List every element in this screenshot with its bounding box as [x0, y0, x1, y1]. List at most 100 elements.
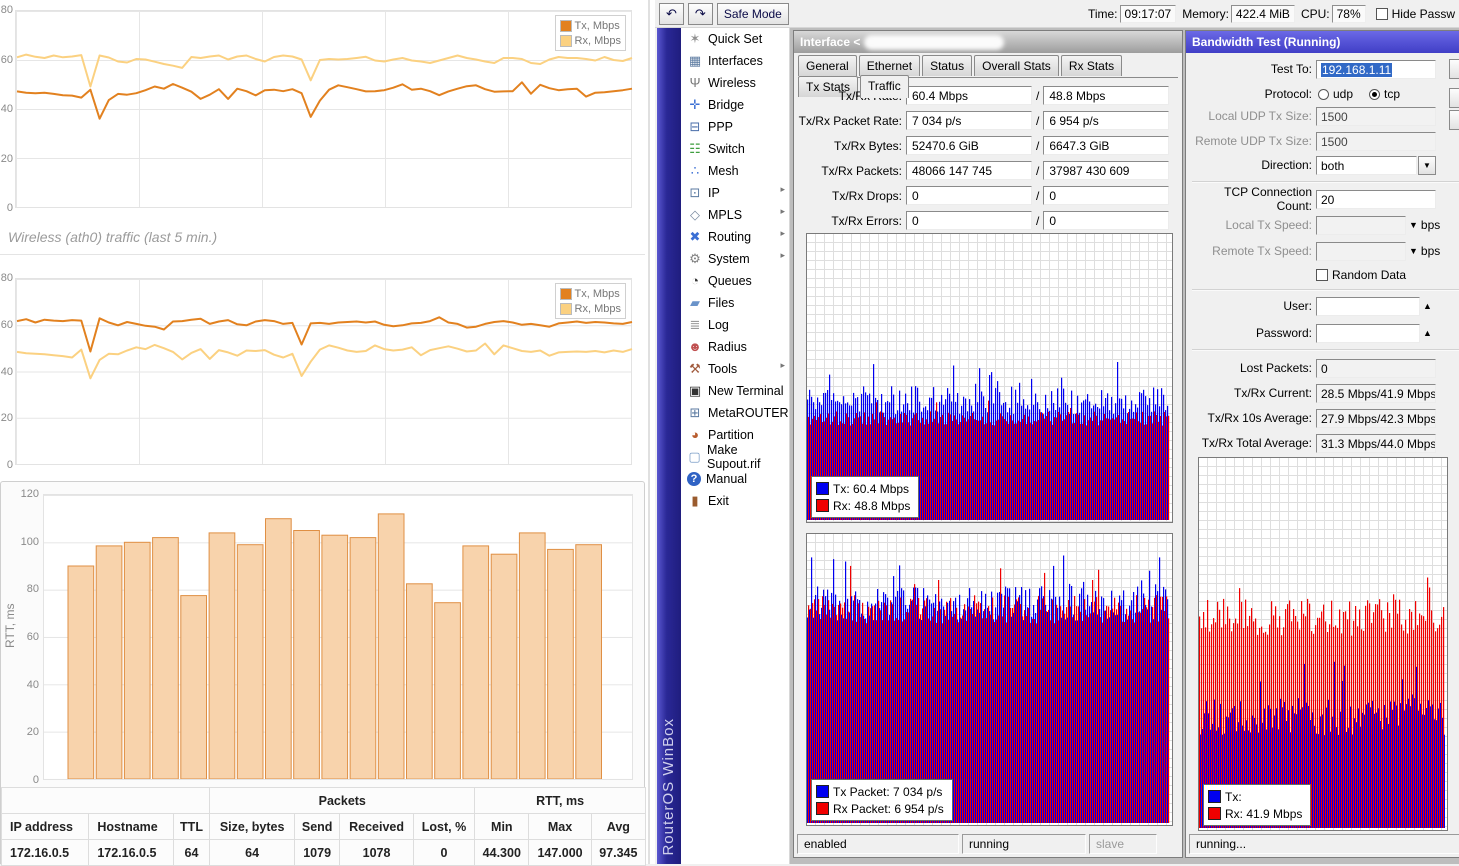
protocol-label: Protocol:: [1264, 87, 1312, 101]
sidebar-item-ppp[interactable]: ⊟ PPP: [681, 116, 789, 138]
separator: [1192, 181, 1459, 183]
password-up-icon[interactable]: ▲: [1423, 328, 1432, 338]
bandwidth-test-titlebar[interactable]: Bandwidth Test (Running): [1186, 31, 1459, 53]
start-button-clipped[interactable]: [1449, 59, 1459, 79]
sidebar-item-label: Partition: [708, 428, 754, 442]
y-axis-tick: 0: [6, 459, 13, 471]
cpu-label: CPU:: [1300, 6, 1330, 21]
sidebar-item-manual[interactable]: ? Manual: [681, 468, 789, 490]
sidebar-item-system[interactable]: ⚙ System ▸: [681, 248, 789, 270]
y-axis-tick: 20: [0, 152, 13, 165]
test-to-input[interactable]: 192.168.1.11: [1316, 59, 1436, 79]
memory-label: Memory:: [1182, 6, 1229, 21]
tx-value-box: 48066 147 745: [906, 161, 1032, 180]
remote-tx-speed-label: Remote Tx Speed:: [1212, 244, 1312, 258]
table-group-header: Packets: [209, 787, 476, 814]
safe-mode-button[interactable]: Safe Mode: [716, 2, 789, 25]
protocol-udp-radio[interactable]: [1318, 88, 1329, 100]
sidebar-item-make-supout-rif[interactable]: ▢ Make Supout.rif: [681, 443, 789, 471]
exit-icon: ▮: [691, 493, 699, 508]
redo-button[interactable]: ↷: [687, 2, 713, 25]
wireless-icon: Ψ: [689, 75, 701, 90]
rx-value-box: 37987 430 609: [1043, 161, 1170, 180]
user-up-icon[interactable]: ▲: [1423, 301, 1432, 311]
slash-separator: /: [1036, 188, 1040, 203]
remote-tx-speed-dropdown-icon[interactable]: ▼: [1409, 246, 1418, 256]
traffic-field-row: Tx/Rx Rate:60.4 Mbps/48.8 Mbps: [794, 83, 1182, 108]
sidebar-item-quick-set[interactable]: ✶ Quick Set: [681, 28, 789, 50]
winbox-sidebar: ✶ Quick Set ▦ Interfaces Ψ Wireless ✛ Bridge ⊟ PP…: [681, 28, 790, 864]
sidebar-item-new-terminal[interactable]: ▣ New Terminal: [681, 380, 789, 402]
tx-legend-swatch: [559, 287, 572, 300]
mesh-icon: ∴: [690, 163, 700, 178]
test-to-label: Test To:: [1270, 62, 1312, 76]
table-column-header: Avg: [590, 813, 647, 840]
y-axis-tick: 80: [0, 272, 13, 284]
tcp-connection-count-input[interactable]: 20: [1316, 189, 1436, 209]
sidebar-item-radius[interactable]: ☻ Radius: [681, 336, 789, 358]
sidebar-item-mpls[interactable]: ◇ MPLS ▸: [681, 204, 789, 226]
tab-rx-stats[interactable]: Rx Stats: [1060, 55, 1123, 76]
table-column-header: Size, bytes: [209, 813, 295, 840]
sidebar-item-ip[interactable]: ⊡ IP ▸: [681, 182, 789, 204]
sidebar-item-interfaces[interactable]: ▦ Interfaces: [681, 50, 789, 72]
sidebar-item-label: Quick Set: [708, 32, 763, 46]
local-tx-speed-dropdown-icon[interactable]: ▼: [1409, 220, 1418, 230]
undo-button[interactable]: ↶: [659, 2, 684, 25]
sidebar-item-log[interactable]: ≣ Log: [681, 314, 789, 336]
field-label: Tx/Rx Bytes:: [833, 138, 902, 153]
slash-separator: /: [1036, 163, 1040, 178]
lost-packets-value: 0: [1316, 358, 1436, 378]
random-data-checkbox[interactable]: [1316, 269, 1328, 281]
tab-overall-stats[interactable]: Overall Stats: [974, 55, 1059, 76]
winbox-brand-text: RouterOS WinBox: [660, 718, 677, 856]
sidebar-item-label: Tools: [708, 362, 738, 376]
rx-swatch: [816, 802, 829, 815]
local-udp-size-label: Local UDP Tx Size:: [1208, 109, 1312, 123]
ip-icon: ⊡: [689, 185, 701, 200]
sidebar-item-routing[interactable]: ✖ Routing ▸: [681, 226, 789, 248]
sidebar-item-mesh[interactable]: ∴ Mesh: [681, 160, 789, 182]
direction-select[interactable]: both: [1316, 155, 1417, 175]
sidebar-item-exit[interactable]: ▮ Exit: [681, 490, 789, 512]
stop-button-clipped[interactable]: [1449, 88, 1459, 108]
sidebar-item-metarouter[interactable]: ⊞ MetaROUTER: [681, 402, 789, 424]
close-button-clipped[interactable]: [1449, 110, 1459, 130]
random-data-label: Random Data: [1332, 268, 1407, 282]
submenu-arrow-icon: ▸: [780, 250, 785, 260]
sidebar-item-switch[interactable]: ☷ Switch: [681, 138, 789, 160]
direction-label: Direction:: [1261, 158, 1312, 172]
sidebar-item-label: Queues: [708, 274, 752, 288]
sidebar-item-label: Manual: [706, 472, 747, 486]
rx-legend-swatch: [559, 34, 572, 47]
table-cell: 147.000: [528, 839, 592, 866]
sidebar-item-files[interactable]: ▰ Files: [681, 292, 789, 314]
traffic-field-row: Tx/Rx Bytes: 52470.6 GiB /6647.3 GiB: [794, 133, 1182, 158]
tab-tx-stats[interactable]: Tx Stats: [798, 76, 859, 97]
txrx-total-average-label: Tx/Rx Total Average:: [1201, 436, 1312, 450]
txrx-10s-average-label: Tx/Rx 10s Average:: [1207, 411, 1313, 425]
redacted-interface-name: [864, 34, 1005, 50]
protocol-tcp-radio[interactable]: [1369, 88, 1381, 100]
hide-passwords-checkbox[interactable]: [1375, 7, 1388, 20]
tab-general[interactable]: General: [798, 55, 857, 76]
interface-window: Interface < General Ethernet Status Overall…: [793, 30, 1183, 858]
tab-ethernet[interactable]: Ethernet: [858, 55, 921, 76]
redo-icon: ↷: [694, 5, 706, 21]
tab-status[interactable]: Status: [922, 55, 973, 76]
sidebar-item-label: PPP: [708, 120, 734, 134]
tab-traffic[interactable]: Traffic: [860, 75, 909, 98]
interface-window-titlebar[interactable]: Interface <: [794, 31, 1182, 53]
sidebar-item-tools[interactable]: ⚒ Tools ▸: [681, 358, 789, 380]
sidebar-item-partition[interactable]: ◕ Partition: [681, 424, 789, 446]
password-input[interactable]: [1316, 323, 1420, 343]
user-input[interactable]: [1316, 296, 1420, 316]
mpls-icon: ◇: [690, 207, 700, 222]
sidebar-item-queues[interactable]: ◔ Queues: [681, 270, 789, 292]
chart1-legend: Tx, Mbps Rx, Mbps: [554, 15, 626, 51]
rx-swatch: [816, 499, 829, 512]
sidebar-item-wireless[interactable]: Ψ Wireless: [681, 72, 789, 94]
direction-dropdown-icon[interactable]: ▼: [1418, 155, 1436, 175]
tx-legend-label: Tx, Mbps: [574, 287, 620, 300]
sidebar-item-bridge[interactable]: ✛ Bridge: [681, 94, 789, 116]
